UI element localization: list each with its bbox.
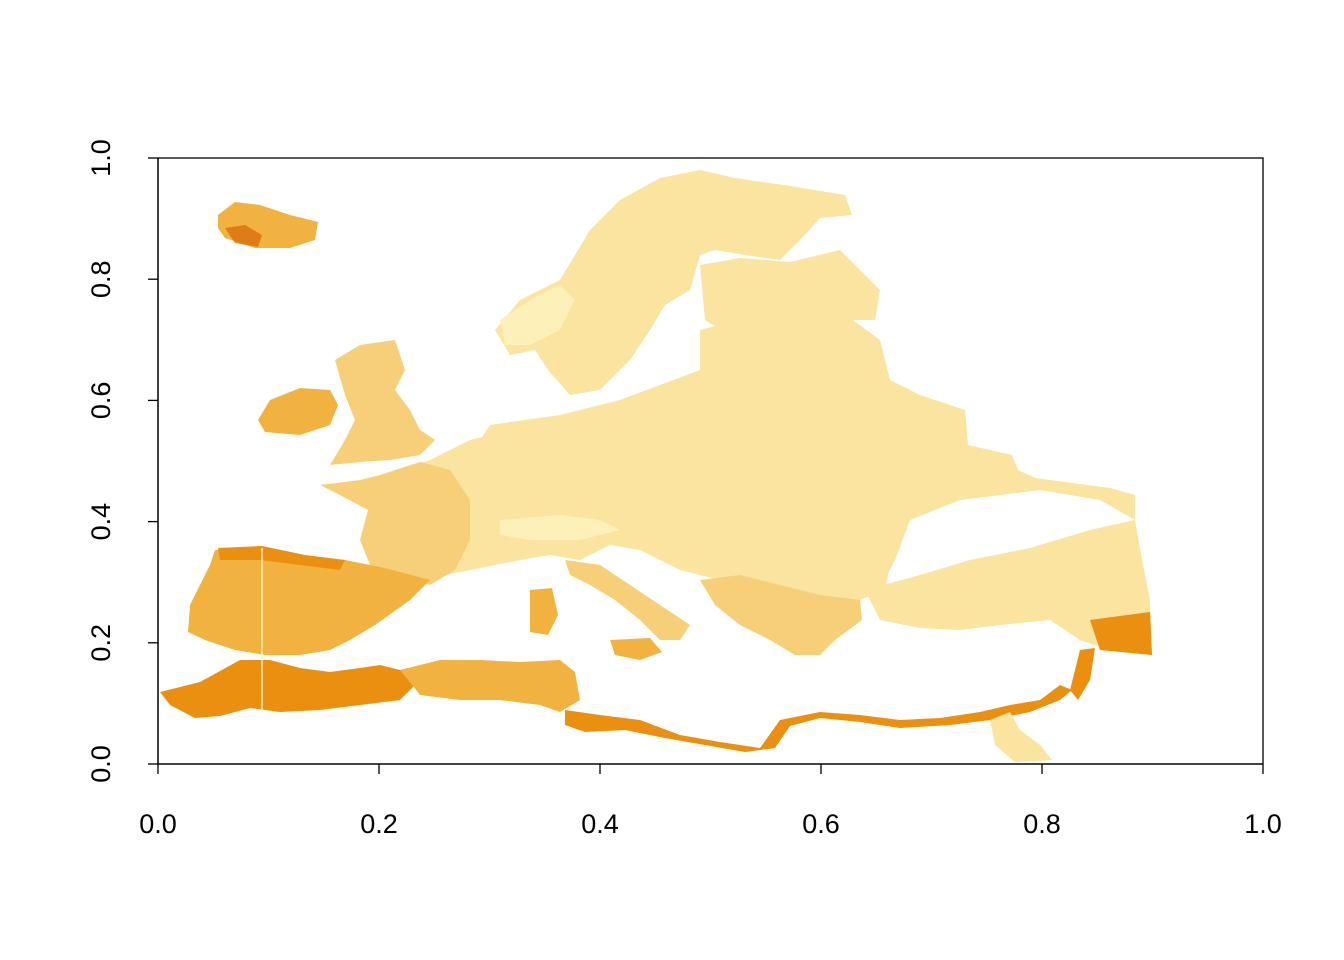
x-tick-label: 0.6: [802, 809, 840, 839]
y-tick-label: 1.0: [86, 139, 116, 177]
y-tick-label: 0.8: [86, 260, 116, 298]
x-tick-label: 0.0: [139, 809, 177, 839]
region-central-europe: [380, 410, 895, 620]
region-algeria: [400, 660, 580, 712]
y-tick-label: 0.2: [86, 624, 116, 662]
region-scandinavia: [495, 170, 852, 395]
region-iceland-south: [225, 225, 262, 247]
europe-raster: [160, 170, 1152, 762]
region-iberia-north: [218, 546, 345, 570]
y-tick-label: 0.0: [86, 745, 116, 783]
x-tick-label: 0.4: [581, 809, 619, 839]
x-axis: 0.0 0.2 0.4 0.6 0.8 1.0: [139, 763, 1282, 839]
region-levant: [1070, 648, 1095, 700]
region-libya-coast: [565, 685, 1072, 752]
region-sicily: [610, 638, 662, 660]
y-axis: 0.0 0.2 0.4 0.6 0.8 1.0: [86, 139, 159, 783]
region-balkans: [700, 575, 862, 655]
region-nile: [990, 712, 1052, 762]
region-great-britain: [330, 340, 435, 465]
region-alps: [500, 515, 620, 540]
x-tick-label: 1.0: [1244, 809, 1282, 839]
region-france: [320, 462, 470, 585]
y-tick-label: 0.4: [86, 503, 116, 541]
x-tick-label: 0.2: [360, 809, 398, 839]
region-italy: [565, 560, 690, 640]
region-finland: [700, 250, 880, 335]
region-morocco: [160, 660, 420, 718]
y-tick-label: 0.6: [86, 382, 116, 420]
region-norway-highlands: [500, 285, 575, 345]
region-anatolia: [865, 520, 1152, 655]
region-ireland: [258, 388, 338, 435]
x-tick-label: 0.8: [1023, 809, 1061, 839]
region-iceland: [218, 202, 318, 248]
region-anatolia-south: [1090, 612, 1152, 655]
region-iberia: [188, 546, 430, 655]
region-sardinia: [530, 588, 558, 635]
